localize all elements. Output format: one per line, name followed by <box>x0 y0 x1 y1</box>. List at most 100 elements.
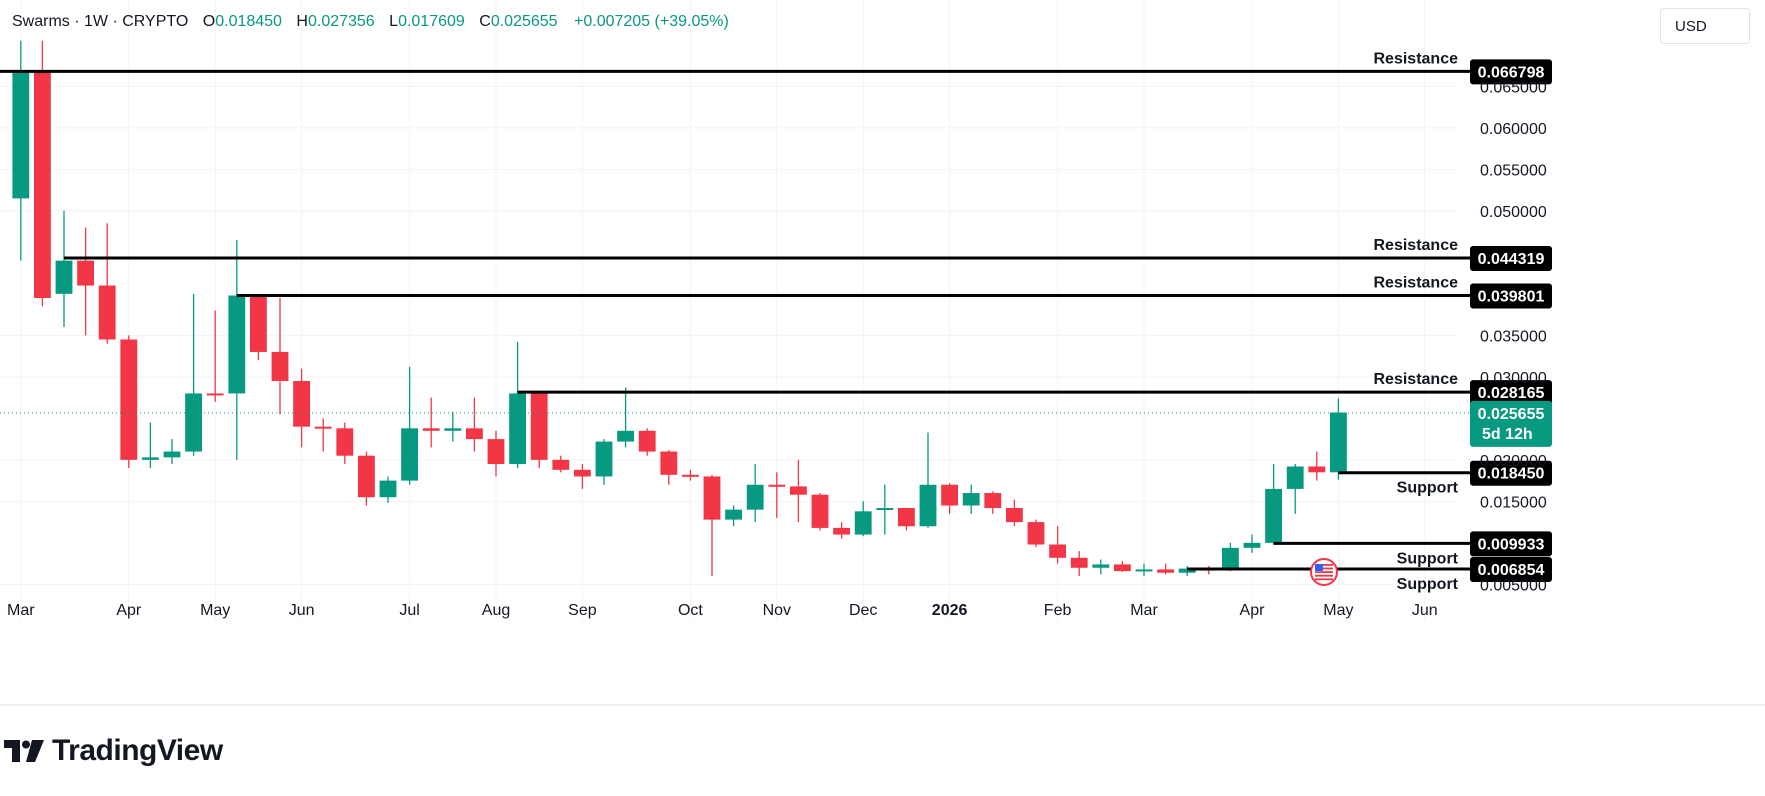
candle-body <box>77 260 95 286</box>
candle-body <box>1243 542 1261 548</box>
candle-body <box>1329 412 1347 473</box>
change-value: +0.007205 (+39.05%) <box>574 13 729 30</box>
time-tick-label: Feb <box>1044 602 1072 619</box>
resistance-label: Resistance <box>1374 275 1459 292</box>
price-tick-label: 0.015000 <box>1480 494 1547 511</box>
candle-body <box>962 493 980 506</box>
candle-body <box>897 507 915 527</box>
resistance-label: Resistance <box>1374 50 1459 67</box>
low-label: L <box>389 13 399 30</box>
tradingview-logo[interactable]: TradingView <box>4 733 223 769</box>
grid <box>0 0 1458 620</box>
level-price-badge <box>1470 531 1552 557</box>
price-tick-label: 0.020000 <box>1480 453 1547 470</box>
level-price-badge-text: 0.006854 <box>1478 562 1545 579</box>
candle-body <box>12 71 30 199</box>
price-tick-label: 0.055000 <box>1480 162 1547 179</box>
candle-body <box>98 285 116 340</box>
level-price-badge-text: 0.066798 <box>1478 64 1545 81</box>
low-value: 0.017609 <box>398 13 465 30</box>
candle-body <box>249 295 267 352</box>
candle-body <box>919 484 937 527</box>
high-value: 0.027356 <box>307 13 375 30</box>
candle-body <box>55 260 73 294</box>
current-price-badge <box>1470 400 1552 447</box>
time-tick-label: May <box>1323 602 1353 619</box>
level-price-badge-text: 0.028165 <box>1478 385 1545 402</box>
candle-body <box>271 351 289 382</box>
level-price-badge-text: 0.009933 <box>1478 536 1545 553</box>
level-price-badge-text: 0.039801 <box>1478 289 1545 306</box>
candle-body <box>1070 557 1088 568</box>
flag-stripe <box>1315 578 1333 581</box>
level-price-badge-text: 0.018450 <box>1478 466 1545 483</box>
candle-body <box>746 484 764 510</box>
candle-body <box>573 469 591 477</box>
candle-body <box>336 428 354 456</box>
candle-body <box>984 493 1002 508</box>
candle-body <box>833 527 851 535</box>
chart-background <box>0 0 1765 705</box>
time-tick-label: May <box>200 602 230 619</box>
candle-body <box>725 509 743 520</box>
tradingview-brand: TradingView <box>52 734 223 767</box>
flag-stripe <box>1315 571 1333 573</box>
candle-body <box>617 430 635 442</box>
time-tick-label: Aug <box>482 602 510 619</box>
candle-body <box>876 507 894 510</box>
candle-body <box>228 295 246 394</box>
candle-body <box>357 455 375 498</box>
time-tick-label: Sep <box>568 602 597 619</box>
currency-selector[interactable]: USD <box>1660 8 1750 44</box>
ohlc-legend: Swarms · 1W · CRYPTO O0.018450 H0.027356… <box>12 13 729 31</box>
candle-body <box>1092 564 1110 568</box>
bar-countdown: 5d 12h <box>1482 426 1533 443</box>
price-tick-label: 0.065000 <box>1480 79 1547 96</box>
time-tick-label: 2026 <box>932 602 968 619</box>
time-tick-label: Jun <box>1412 602 1438 619</box>
candle-body <box>1005 507 1023 523</box>
candle-body <box>1049 544 1067 558</box>
open-value: 0.018450 <box>215 13 282 30</box>
candle-body <box>379 480 397 498</box>
time-tick-label: Apr <box>116 602 142 619</box>
candle-body <box>141 457 159 460</box>
current-price-text: 0.025655 <box>1478 406 1545 423</box>
candle-body <box>1157 569 1175 573</box>
candle-body <box>530 393 548 460</box>
candle-body <box>703 476 721 520</box>
candle-body <box>552 459 570 470</box>
candle-body <box>1135 569 1153 572</box>
flag-canton <box>1315 564 1323 571</box>
candle-body <box>1178 568 1196 573</box>
candle-body <box>314 426 332 429</box>
time-tick-label: Jul <box>399 602 419 619</box>
time-axis[interactable]: Mar Apr May Jun Jul Aug Sep Oct Nov Dec 2026 Feb Mar… <box>7 602 1438 619</box>
resistance-label: Resistance <box>1374 237 1459 254</box>
time-tick-label: Oct <box>678 602 703 619</box>
price-tick-label: 0.050000 <box>1480 204 1547 221</box>
time-tick-label: Jun <box>289 602 315 619</box>
candle-body <box>163 451 181 458</box>
candle-body <box>681 474 699 477</box>
candle-body <box>33 71 51 298</box>
candle-body <box>595 441 613 477</box>
support-label: Support <box>1397 576 1459 593</box>
price-axis[interactable]: 0.005000 0.015000 0.020000 0.030000 0.035000… <box>1480 79 1547 594</box>
support-label: Support <box>1397 480 1459 497</box>
flag-stripe <box>1315 564 1333 566</box>
tradingview-logo-icon <box>4 740 44 762</box>
level-price-badge-text: 0.044319 <box>1478 251 1545 268</box>
symbol-title[interactable]: Swarms · 1W · CRYPTO <box>12 13 189 30</box>
level-price-badge <box>1470 460 1552 486</box>
candles-layer <box>12 40 1347 577</box>
candle-body <box>854 511 872 535</box>
level-price-badge <box>1470 246 1552 271</box>
close-label: C <box>479 13 491 30</box>
price-tick-label: 0.030000 <box>1480 370 1547 387</box>
candle-body <box>1286 466 1304 489</box>
resistance-label: Resistance <box>1374 371 1459 388</box>
support-label: Support <box>1397 550 1459 567</box>
candle-body <box>487 439 505 465</box>
